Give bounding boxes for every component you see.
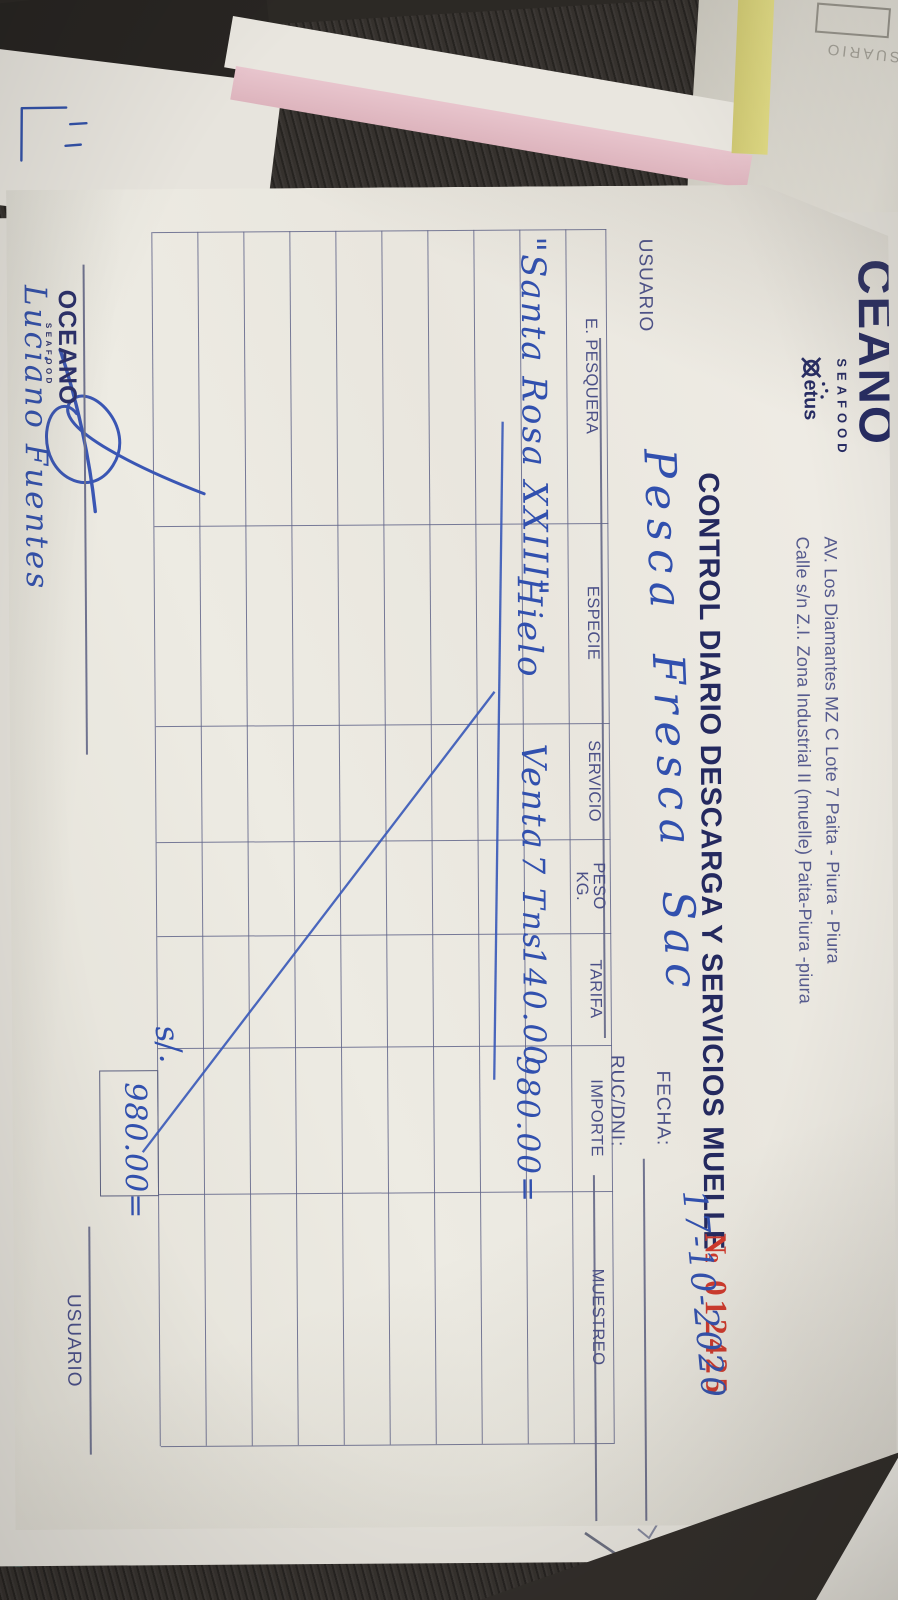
- row-underline-stroke: [490, 421, 508, 1079]
- cetus-logo: etus: [797, 356, 832, 440]
- signature-flourish: [60, 349, 95, 511]
- signature-handwritten-name: Luciano Fuentes: [16, 284, 55, 592]
- signature-print-brand: OCEANO: [52, 289, 82, 406]
- signature-scribble: [46, 395, 204, 495]
- faint-stamp-box: [814, 2, 892, 39]
- background-sheet-white: [0, 46, 283, 238]
- signature-usuario-label: USUARIO: [62, 1293, 85, 1388]
- document-paper: CEANO SEAFOOD etus AV. Los Diamantes MZ …: [6, 184, 897, 1530]
- yellow-sticky-edge: [731, 0, 775, 155]
- cancel-diagonal-stroke: [140, 691, 498, 1151]
- pen-marks: [20, 106, 88, 162]
- svg-text:etus: etus: [799, 379, 821, 420]
- flipped-faint-label: USUARIO: [823, 40, 898, 68]
- ink-strokes: [6, 184, 897, 1530]
